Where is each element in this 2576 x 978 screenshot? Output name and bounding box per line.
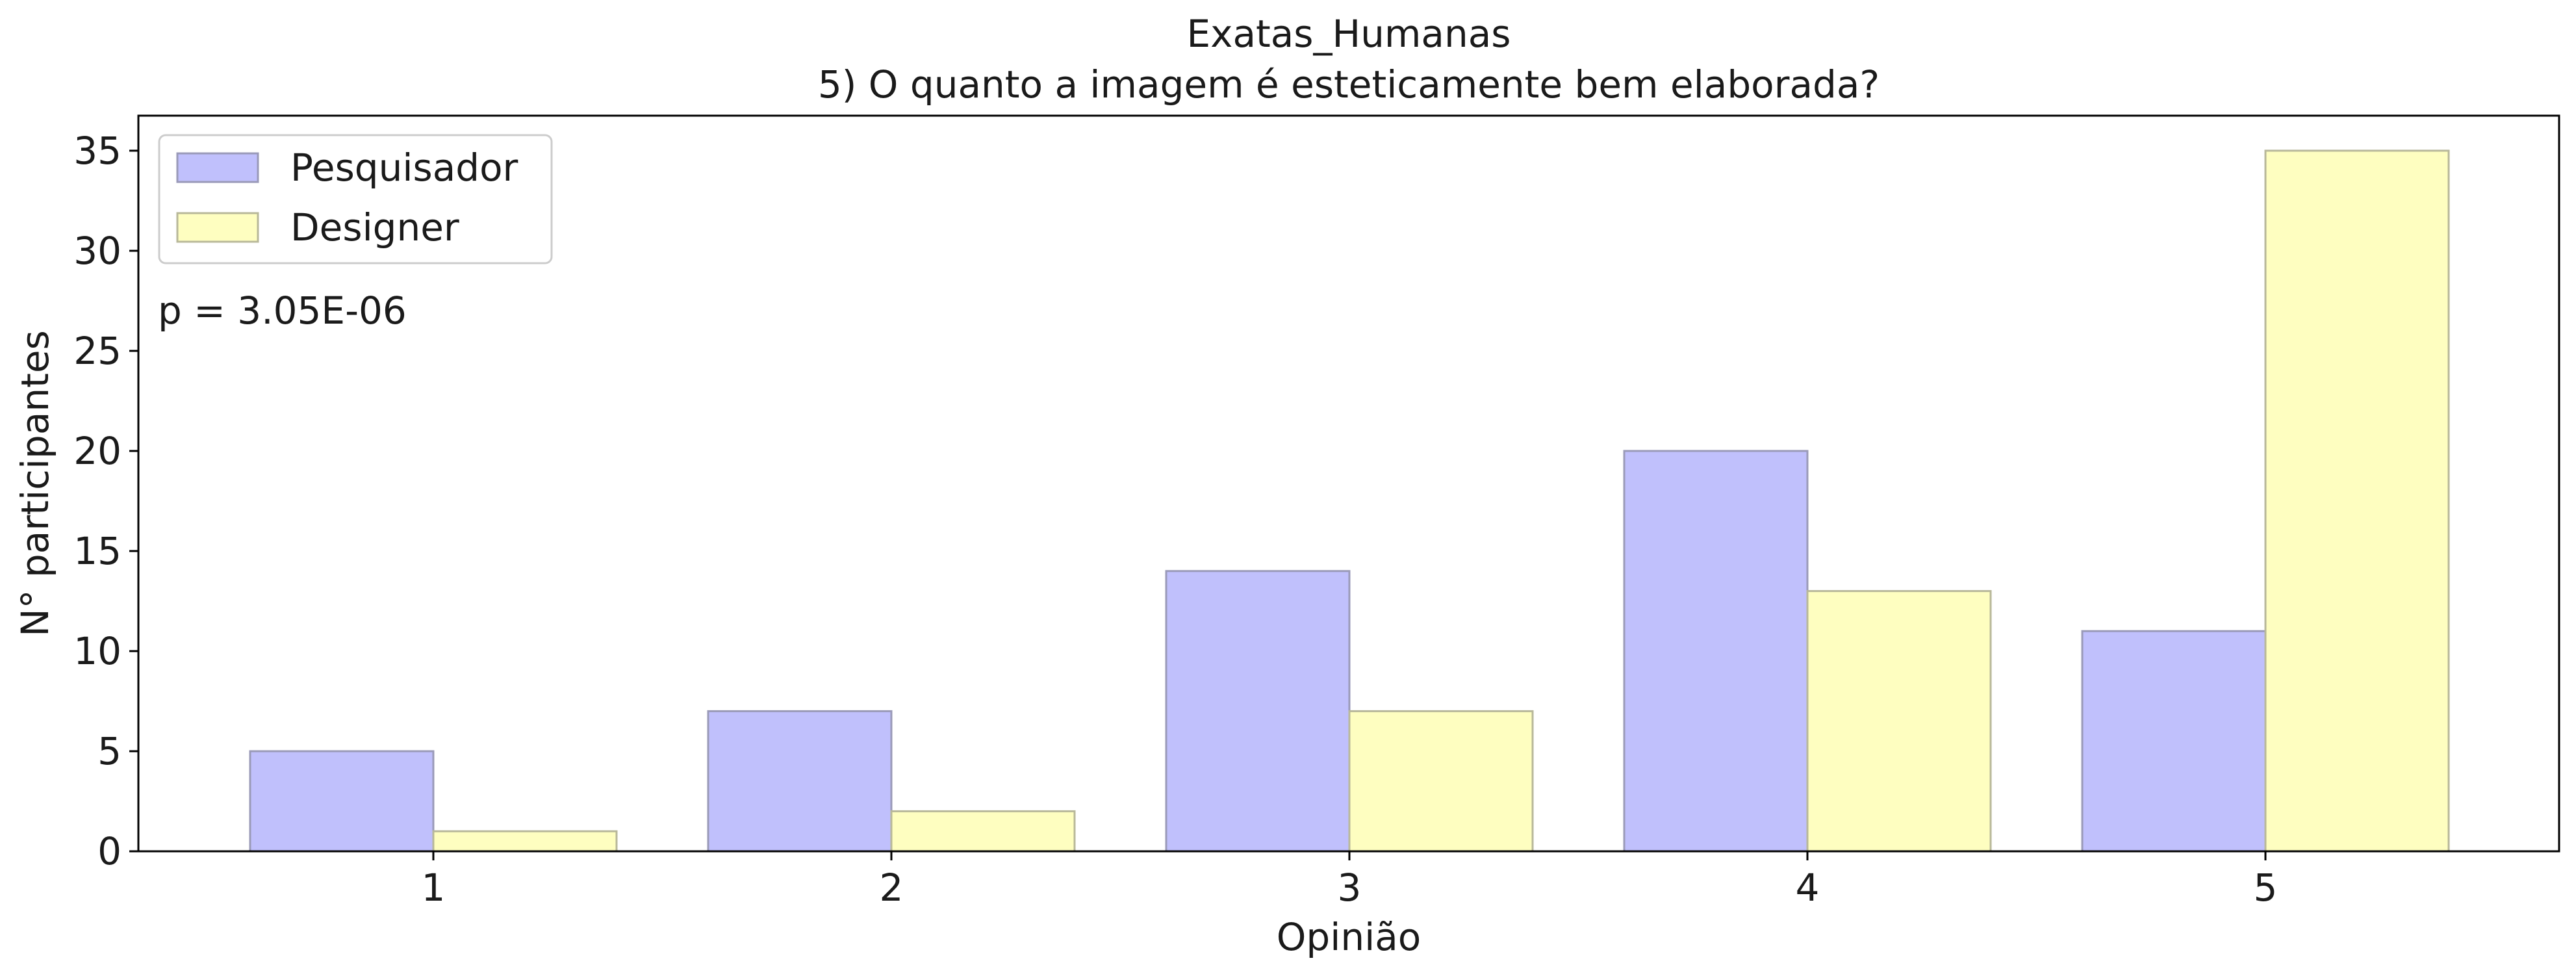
x-tick-label-3: 3: [1338, 866, 1362, 910]
y-tick-label-25: 25: [73, 329, 121, 373]
bars-group: [249, 149, 2450, 853]
x-ticks-group: 1 2 3 4 5: [422, 851, 2278, 910]
legend: Pesquisador Designer: [158, 134, 553, 264]
bar-designer-1: [432, 830, 618, 853]
x-tick-label-4: 4: [1796, 866, 1820, 910]
y-axis-label: N° participantes: [13, 330, 57, 637]
y-tick-label-35: 35: [73, 129, 121, 173]
legend-label-designer: Designer: [290, 205, 459, 250]
bar-pesquisador-5: [2081, 630, 2267, 853]
legend-swatch-pesquisador: [176, 152, 259, 183]
x-axis-label: Opinião: [1277, 915, 1421, 959]
y-tick-label-0: 0: [97, 829, 121, 873]
y-tick-label-15: 15: [73, 529, 121, 573]
bar-pesquisador-1: [249, 750, 435, 853]
bar-designer-5: [2264, 149, 2450, 853]
x-tick-label-2: 2: [880, 866, 904, 910]
y-tick-label-5: 5: [97, 729, 121, 773]
y-tick-label-30: 30: [73, 229, 121, 273]
y-tick-label-20: 20: [73, 429, 121, 473]
x-tick-label-5: 5: [2254, 866, 2278, 910]
legend-label-pesquisador: Pesquisador: [290, 146, 518, 190]
chart-title-line2: 5) O quanto a imagem é esteticamente bem…: [818, 62, 1880, 107]
bar-designer-4: [1806, 590, 1992, 853]
bar-pesquisador-3: [1165, 570, 1351, 853]
bar-pesquisador-2: [707, 710, 893, 853]
legend-swatch-designer: [176, 212, 259, 243]
y-tick-label-10: 10: [73, 629, 121, 673]
bar-pesquisador-4: [1623, 450, 1809, 853]
bar-designer-2: [890, 810, 1076, 853]
chart-title-line1: Exatas_Humanas: [1187, 12, 1511, 56]
y-ticks-group: 0 5 10 15 20 25 30 35: [73, 129, 138, 873]
plot-area-frame: [137, 114, 2560, 853]
bar-designer-3: [1348, 710, 1534, 853]
p-value-annotation: p = 3.05E-06: [158, 289, 407, 333]
x-tick-label-1: 1: [422, 866, 446, 910]
